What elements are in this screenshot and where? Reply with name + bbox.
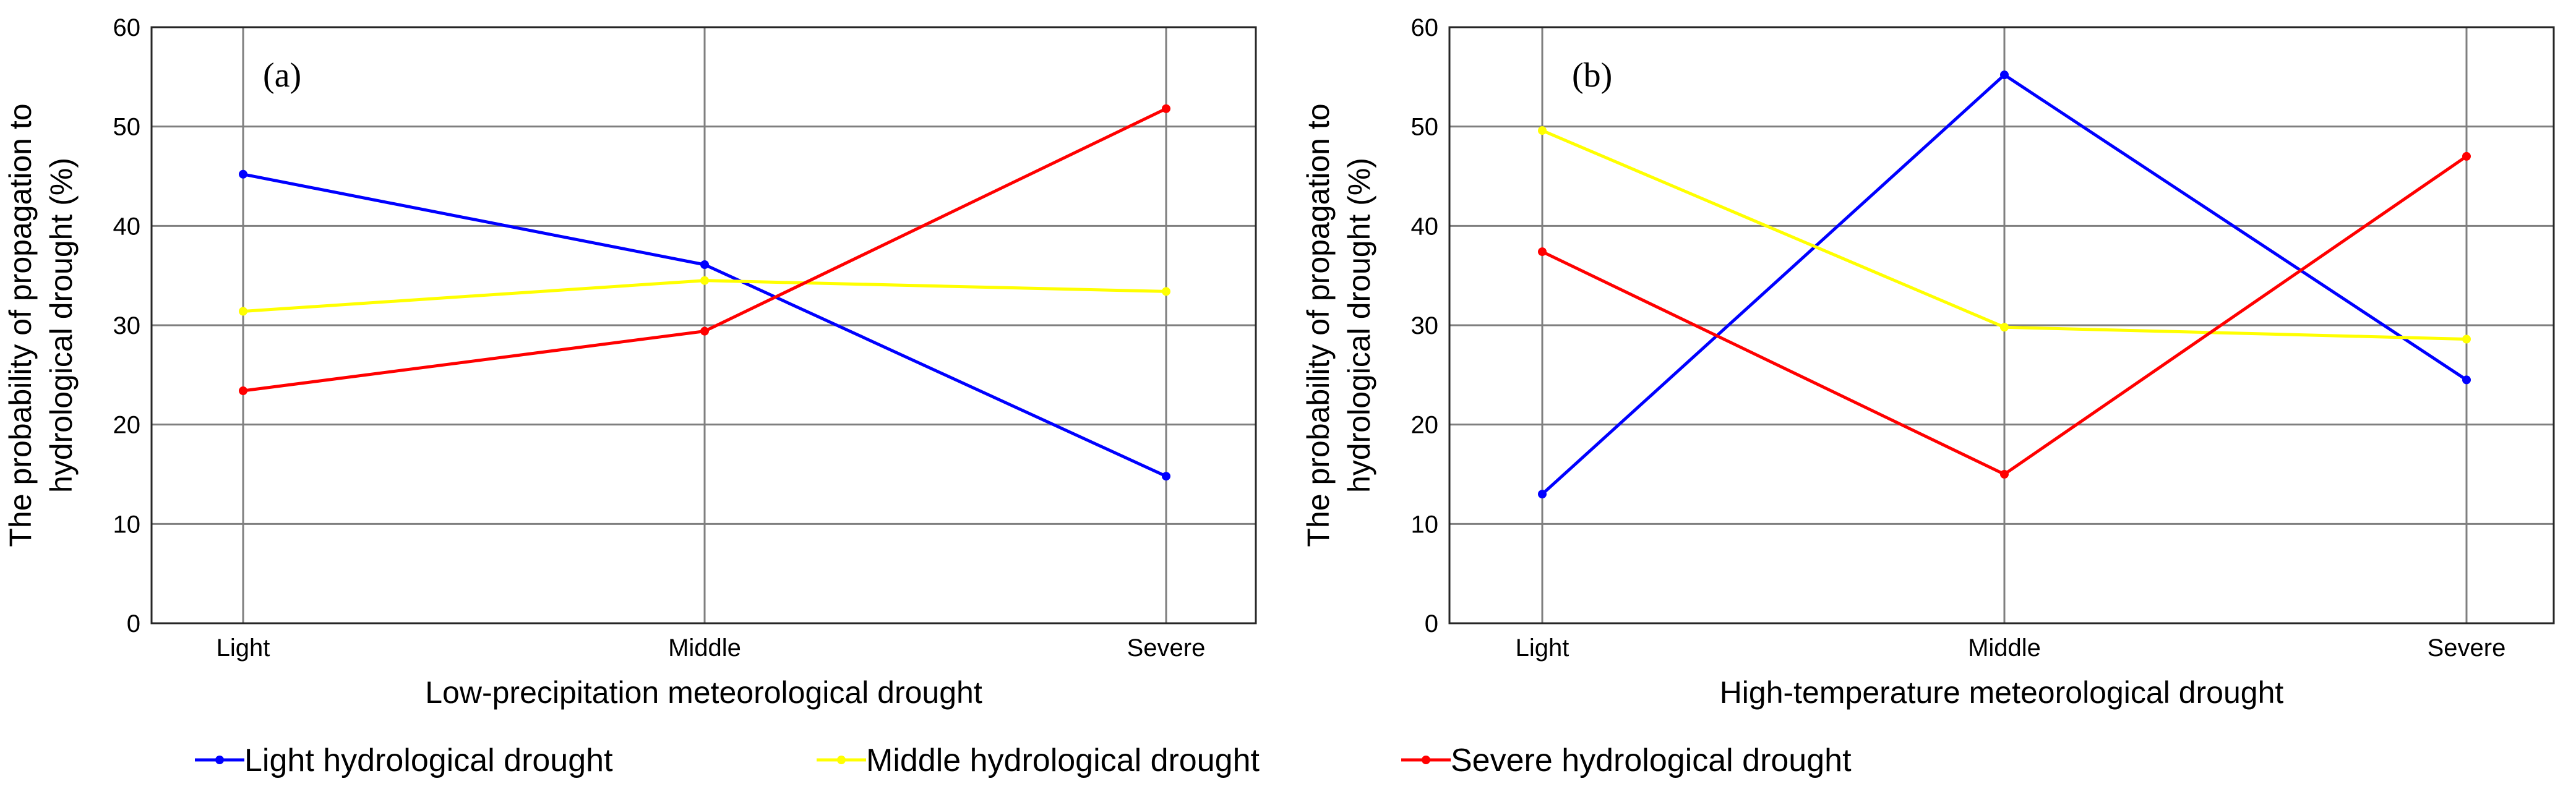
y-tick-label: 40	[1411, 213, 1439, 240]
data-point-middle	[239, 307, 247, 316]
legend: Light hydrological drought Middle hydrolo…	[195, 743, 1852, 778]
y-tick-label: 10	[1411, 511, 1439, 538]
panel-label: (b)	[1572, 56, 1612, 95]
y-tick-label: 60	[1411, 14, 1439, 41]
data-point-middle	[1538, 126, 1547, 135]
y-axis-label-line-1: The probability of propagation to	[3, 103, 38, 547]
y-tick-label: 10	[113, 511, 141, 538]
chart-panel-b: 0 10 20 30 40 50 60 Light Middle Severe (b) High-te…	[1301, 14, 2555, 710]
data-point-severe	[1162, 104, 1170, 113]
legend-marker-severe	[1422, 756, 1430, 764]
data-point-light	[239, 169, 247, 179]
data-point-severe	[700, 326, 709, 336]
data-point-middle	[2000, 323, 2009, 332]
data-point-middle	[2462, 335, 2471, 344]
data-point-light	[2000, 70, 2009, 80]
data-point-light	[2462, 375, 2471, 385]
data-point-severe	[1538, 247, 1547, 257]
data-point-middle	[1162, 287, 1170, 296]
y-tick-label: 20	[113, 412, 141, 439]
y-tick-label: 0	[1425, 610, 1438, 637]
x-axis-label: Low-precipitation meteorological drought	[425, 675, 982, 710]
y-tick-label: 30	[1411, 312, 1439, 339]
plot-frame	[150, 26, 1257, 624]
data-point-light	[700, 260, 709, 269]
x-axis-label: High-temperature meteorological drought	[1720, 675, 2284, 710]
y-tick-label: 40	[113, 213, 141, 240]
x-tick-label-light: Light	[1516, 634, 1569, 662]
data-point-middle	[700, 276, 709, 285]
y-tick-label: 0	[127, 610, 140, 637]
x-tick-label-light: Light	[217, 634, 270, 662]
legend-label-severe: Severe hydrological drought	[1451, 743, 1852, 778]
legend-marker-middle	[837, 756, 846, 764]
chart-panel-a: 0 10 20 30 40 50 60 Light Middle Severe (a) Low-pre…	[3, 14, 1257, 710]
x-tick-label-middle: Middle	[1968, 634, 2041, 662]
y-axis-label-line-2: hydrological drought (%)	[1342, 158, 1376, 493]
data-point-light	[1538, 490, 1547, 499]
y-tick-label: 50	[1411, 114, 1439, 141]
y-tick-label: 60	[113, 14, 141, 41]
y-tick-label: 30	[113, 312, 141, 339]
data-point-severe	[2000, 470, 2009, 479]
x-tick-label-middle: Middle	[668, 634, 741, 662]
data-point-severe	[239, 386, 247, 396]
panel-label: (a)	[263, 56, 301, 95]
x-tick-label-severe: Severe	[2428, 634, 2506, 662]
y-tick-label: 20	[1411, 412, 1439, 439]
y-axis-label-line-1: The probability of propagation to	[1301, 103, 1336, 547]
y-axis-label-line-2: hydrological drought (%)	[44, 158, 79, 493]
data-point-severe	[2462, 151, 2471, 161]
legend-label-light: Light hydrological drought	[244, 743, 613, 778]
data-point-light	[1162, 472, 1170, 481]
x-tick-label-severe: Severe	[1127, 634, 1206, 662]
y-tick-label: 50	[113, 114, 141, 141]
legend-marker-light	[215, 756, 224, 764]
legend-label-middle: Middle hydrological drought	[866, 743, 1260, 778]
plot-frame	[1448, 26, 2555, 624]
